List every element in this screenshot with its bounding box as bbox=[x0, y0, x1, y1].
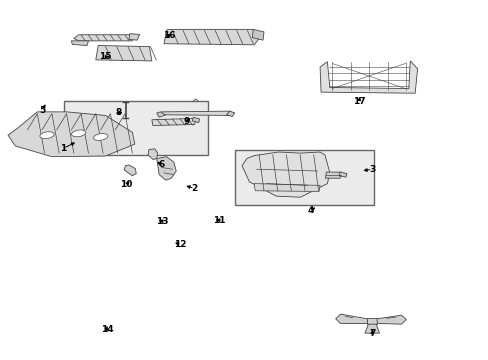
Polygon shape bbox=[160, 111, 232, 116]
Polygon shape bbox=[163, 30, 259, 45]
Polygon shape bbox=[335, 314, 366, 323]
Ellipse shape bbox=[71, 130, 86, 137]
Text: 4: 4 bbox=[306, 206, 313, 215]
Bar bbox=[234, 149, 373, 205]
Text: 8: 8 bbox=[115, 108, 122, 117]
Polygon shape bbox=[71, 122, 96, 130]
Text: 10: 10 bbox=[120, 180, 132, 189]
Polygon shape bbox=[71, 41, 88, 45]
Text: 17: 17 bbox=[352, 96, 365, 105]
Text: 16: 16 bbox=[163, 31, 175, 40]
Polygon shape bbox=[129, 34, 140, 40]
Text: 3: 3 bbox=[368, 165, 375, 174]
Text: 9: 9 bbox=[183, 117, 190, 126]
Text: 1: 1 bbox=[60, 144, 66, 153]
Polygon shape bbox=[338, 172, 346, 177]
Polygon shape bbox=[74, 35, 132, 41]
Polygon shape bbox=[96, 45, 152, 61]
Polygon shape bbox=[192, 117, 199, 123]
Polygon shape bbox=[252, 30, 264, 40]
Polygon shape bbox=[8, 112, 135, 157]
Polygon shape bbox=[242, 152, 329, 197]
Polygon shape bbox=[325, 172, 340, 178]
Polygon shape bbox=[254, 184, 320, 192]
Polygon shape bbox=[96, 122, 105, 128]
Polygon shape bbox=[226, 111, 234, 117]
Text: 6: 6 bbox=[158, 160, 164, 169]
Ellipse shape bbox=[93, 134, 107, 140]
Text: 5: 5 bbox=[39, 105, 45, 114]
Polygon shape bbox=[124, 165, 136, 176]
Polygon shape bbox=[148, 149, 158, 159]
Text: 11: 11 bbox=[212, 216, 225, 225]
Text: 13: 13 bbox=[156, 217, 168, 226]
Polygon shape bbox=[376, 315, 406, 324]
Text: 2: 2 bbox=[191, 184, 198, 193]
Ellipse shape bbox=[40, 132, 54, 139]
Bar bbox=[64, 101, 207, 155]
Text: 15: 15 bbox=[99, 53, 112, 62]
Text: 14: 14 bbox=[101, 325, 113, 334]
Polygon shape bbox=[157, 157, 176, 180]
Polygon shape bbox=[70, 125, 76, 134]
Polygon shape bbox=[366, 318, 376, 324]
Polygon shape bbox=[157, 112, 165, 117]
Polygon shape bbox=[152, 118, 195, 126]
Text: 7: 7 bbox=[368, 329, 375, 338]
Polygon shape bbox=[364, 324, 379, 333]
Polygon shape bbox=[320, 61, 417, 93]
Text: 12: 12 bbox=[174, 240, 186, 249]
